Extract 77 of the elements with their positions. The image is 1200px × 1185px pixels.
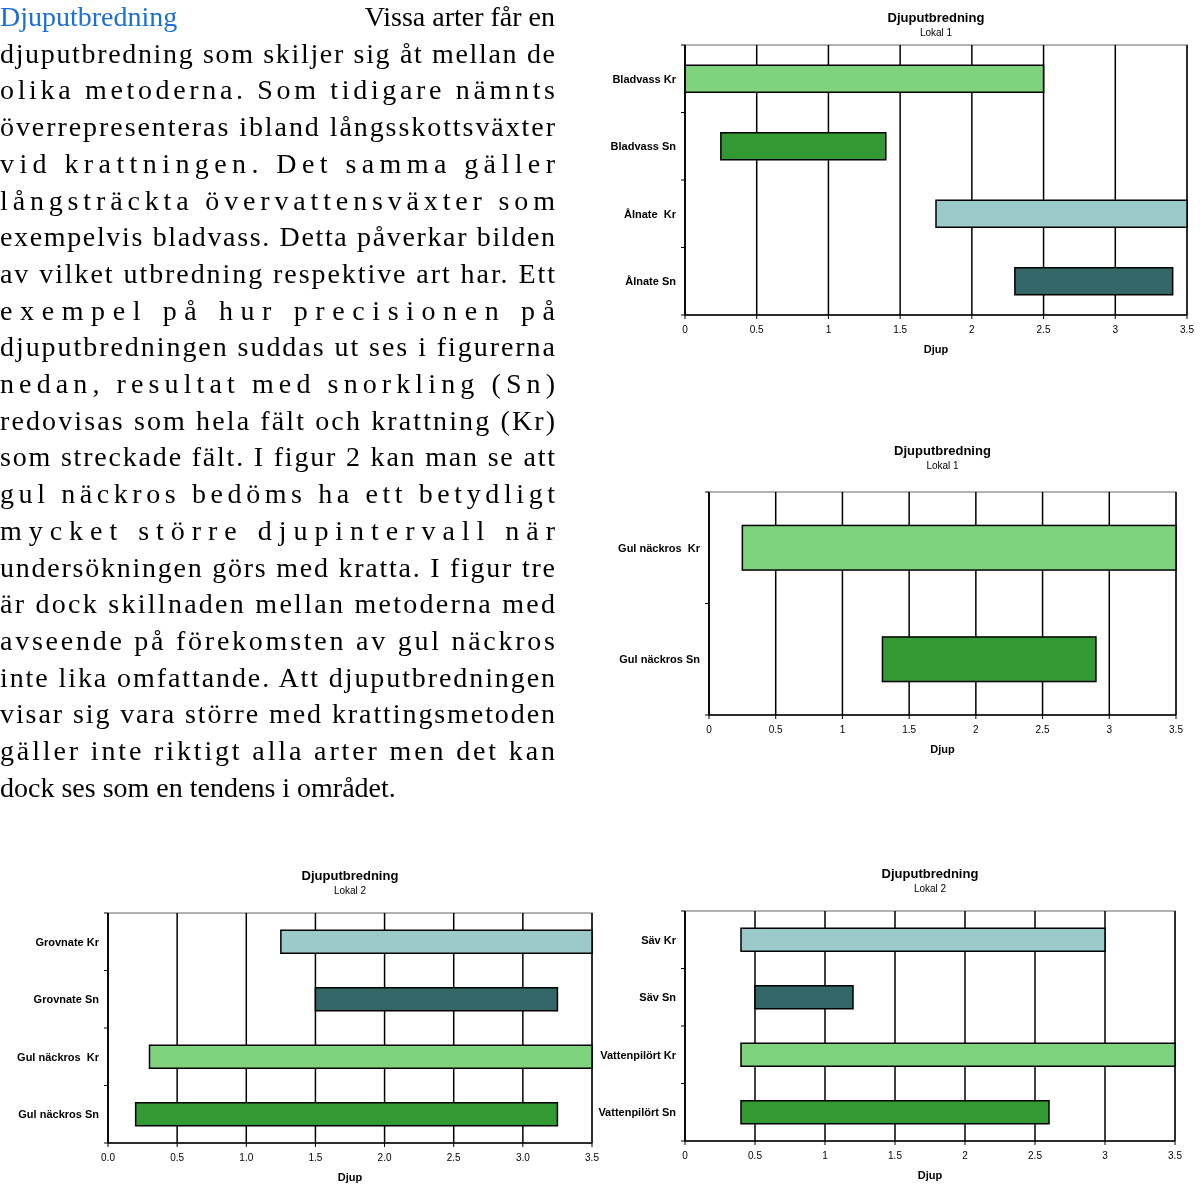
- text: dock ses som en tendens i området.: [0, 771, 396, 803]
- y-tick-label: Gul näckros Kr: [618, 541, 701, 554]
- text: vid krattningen. Det samma gäller: [0, 147, 556, 179]
- text: långsträckta övervattensväxter som: [0, 184, 556, 216]
- text: avseende på förekomsten av gul näckros: [0, 624, 555, 656]
- x-tick-label: 2.5: [1036, 324, 1051, 335]
- x-tick-label: 1: [825, 324, 832, 335]
- y-tick-label: Bladvass Sn: [610, 140, 677, 153]
- x-tick-label: 3: [1106, 724, 1113, 735]
- text: Vissa arter får en: [364, 1, 555, 32]
- x-tick-label: 0: [682, 1150, 689, 1161]
- chart-subtitle: Lokal 1: [919, 27, 953, 38]
- x-tick-label: 2: [973, 724, 980, 735]
- x-tick-label: 1: [822, 1150, 829, 1161]
- y-tick-label: Vattenpilört Kr: [600, 1048, 677, 1061]
- x-tick-label: 2.5: [1035, 724, 1050, 735]
- y-tick-label: Grovnate Kr: [35, 935, 100, 948]
- x-tick-label: 2: [969, 324, 976, 335]
- chart-title: Djuputbredning: [301, 868, 399, 883]
- y-tick-label: Säv Kr: [641, 933, 677, 946]
- text: exempelvis bladvass. Detta påverkar bilden: [0, 221, 555, 253]
- text: 3.0: [515, 1152, 530, 1163]
- text: nedan, resultat med snorkling (Sn): [0, 368, 555, 399]
- text: 0.0: [101, 1152, 115, 1163]
- text: olika metoderna. Som tidigare nämnts: [0, 74, 555, 106]
- x-tick-label: 0.5: [749, 324, 765, 335]
- chart-title: Djuputbredning: [894, 443, 991, 458]
- x-tick-label: 0.5: [768, 724, 784, 735]
- y-tick-label: Gul näckros Kr: [17, 1050, 100, 1063]
- chart-subtitle: Lokal 1: [926, 460, 960, 471]
- chart-subtitle: Lokal 2: [913, 883, 947, 894]
- y-tick-label: Gul näckros Sn: [619, 653, 701, 666]
- text: 2.0: [377, 1152, 392, 1163]
- chart-subtitle: Lokal 2: [333, 885, 367, 896]
- text: gul näckros bedöms ha ett betydligt: [0, 478, 556, 510]
- text: gäller inte riktigt alla arter men det kan: [0, 735, 555, 766]
- text: visar sig vara större med krattingsmetoden: [0, 698, 555, 730]
- text: mycket större djupintervall när: [0, 514, 556, 546]
- x-tick-label: 3.5: [1169, 724, 1184, 735]
- x-tick-label: 3.5: [1168, 1150, 1183, 1161]
- y-tick-label: Ålnate Sn: [625, 275, 677, 288]
- text: Djuputbredning: [0, 1, 178, 32]
- x-tick-label: 3.5: [1180, 324, 1195, 335]
- text: överrepresenteras ibland långsskottsväxter: [0, 111, 556, 143]
- text: av vilket utbredning respektive art har. Ett: [0, 257, 556, 289]
- x-tick-label: 0.5: [748, 1150, 763, 1161]
- text: undersökningen görs med kratta. I figur tre: [0, 551, 555, 583]
- x-tick-label: 3: [1112, 324, 1119, 335]
- y-tick-label: Säv Sn: [639, 991, 677, 1004]
- x-tick-label: 1.5: [902, 724, 917, 735]
- x-tick-label: 2.5: [1028, 1150, 1043, 1161]
- x-tick-label: 1.5: [893, 324, 908, 335]
- x-axis-title: Djup: [337, 1171, 363, 1183]
- text: exempel på hur precisionen på: [0, 294, 556, 326]
- x-tick-label: 0: [706, 724, 713, 735]
- chart-title: Djuputbredning: [887, 10, 985, 25]
- text: 1.0: [239, 1152, 254, 1163]
- text: inte lika omfattande. Att djuputbredningen: [0, 661, 555, 693]
- x-axis-title: Djup: [923, 343, 949, 355]
- y-tick-label: Bladvass Kr: [612, 72, 677, 85]
- x-tick-label: 3: [1102, 1150, 1109, 1161]
- text: redovisas som hela fält och krattning (Kr): [0, 404, 555, 436]
- y-tick-label: Grovnate Sn: [33, 993, 100, 1006]
- text: som streckade fält. I figur 2 kan man se att: [0, 441, 556, 473]
- x-tick-label: 0: [682, 324, 689, 335]
- text: djuputbredningen suddas ut ses i figurerna: [0, 331, 556, 363]
- x-tick-label: 2: [962, 1150, 969, 1161]
- chart-title: Djuputbredning: [881, 866, 979, 881]
- text: är dock skillnaden mellan metoderna med: [0, 588, 555, 620]
- x-tick-label: 1: [839, 724, 846, 735]
- x-tick-label: 1.5: [888, 1150, 903, 1161]
- y-tick-label: Vattenpilört Sn: [598, 1106, 677, 1119]
- x-axis-title: Djup: [917, 1169, 943, 1181]
- y-tick-label: Ålnate Kr: [624, 207, 677, 220]
- text: djuputbredning som skiljer sig åt mellan de: [0, 37, 555, 69]
- y-tick-label: Gul näckros Sn: [18, 1108, 100, 1121]
- x-axis-title: Djup: [930, 743, 955, 755]
